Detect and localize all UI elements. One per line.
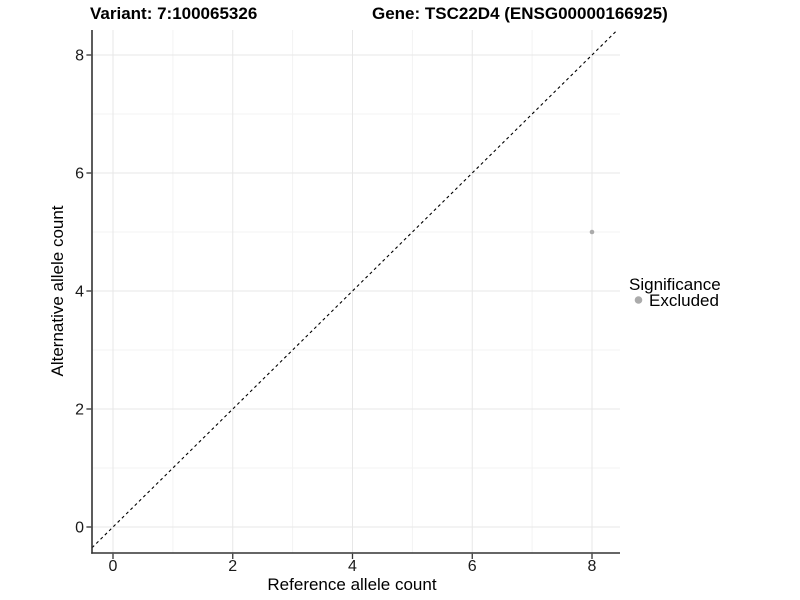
data-points-layer [589, 229, 595, 235]
y-tick-label: 8 [75, 48, 84, 65]
x-tick-label: 8 [588, 558, 597, 575]
legend-label-excluded: Excluded [649, 291, 719, 310]
y-tick-label: 4 [75, 284, 84, 301]
identity-reference-line [92, 30, 618, 549]
y-tick-label: 6 [75, 166, 84, 183]
axis-tick-marks [86, 54, 593, 559]
y-axis-title: Alternative allele count [48, 205, 67, 376]
data-point-excluded [589, 229, 595, 235]
y-tick-label: 2 [75, 402, 84, 419]
x-tick-label: 4 [348, 558, 357, 575]
gene-title: Gene: TSC22D4 (ENSG00000166925) [372, 4, 668, 23]
legend: Significance Excluded [629, 275, 721, 310]
variant-title: Variant: 7:100065326 [90, 4, 257, 23]
legend-key-dot-excluded-icon [634, 296, 643, 304]
x-tick-label: 0 [109, 558, 118, 575]
gridlines-major [92, 30, 620, 553]
x-axis-title: Reference allele count [267, 575, 436, 594]
y-tick-label: 0 [75, 520, 84, 537]
x-tick-label: 2 [228, 558, 237, 575]
x-tick-label: 6 [468, 558, 477, 575]
axis-tick-labels: 0 2 4 6 8 0 2 4 6 8 [75, 48, 596, 576]
legend-title: Significance [629, 275, 721, 294]
